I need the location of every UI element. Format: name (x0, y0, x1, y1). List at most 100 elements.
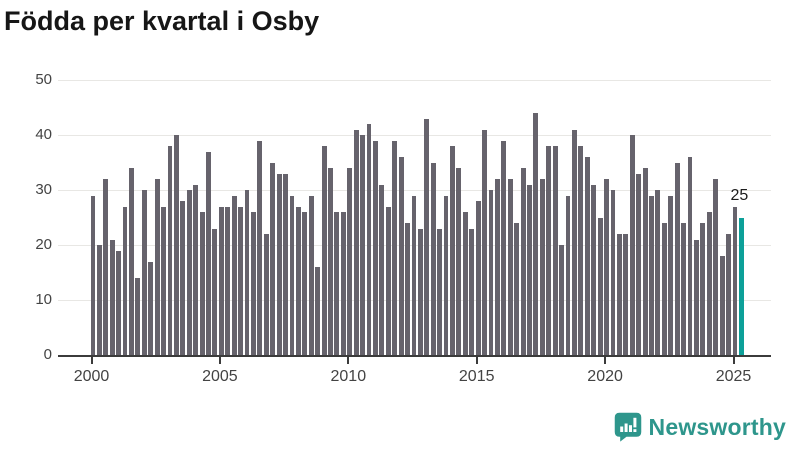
bar-2023-q2 (687, 157, 693, 355)
bar-2013-q4 (443, 195, 449, 355)
y-axis-label-10: 10 (35, 291, 52, 308)
bar-2013-q1 (424, 118, 430, 355)
bar-2019-q2 (584, 157, 590, 355)
bar-2003-q1 (167, 146, 173, 355)
bar-2016-q4 (520, 168, 526, 355)
bar-2018-q1 (552, 146, 558, 355)
bar-2020-q4 (623, 234, 629, 355)
bar-2017-q4 (546, 146, 552, 355)
bar-2024-q3 (719, 256, 725, 355)
bar-2007-q1 (270, 162, 276, 355)
x-tick-2020 (604, 357, 607, 364)
bar-2005-q2 (225, 206, 231, 355)
bar-2000-q2 (96, 245, 102, 355)
bar-2016-q3 (514, 223, 520, 355)
bar-2023-q3 (693, 239, 699, 355)
bar-2006-q2 (251, 212, 256, 355)
bar-2010-q1 (347, 168, 353, 355)
y-axis-label-50: 50 (35, 71, 52, 88)
bar-2017-q3 (539, 179, 545, 355)
gridline-y-40 (58, 134, 771, 136)
bar-2016-q1 (501, 140, 507, 355)
bar-2014-q2 (456, 168, 462, 355)
bar-2009-q3 (334, 212, 340, 355)
bar-2005-q3 (231, 195, 237, 355)
bar-2011-q1 (372, 140, 378, 355)
x-tick-2000 (90, 357, 93, 364)
bar-2001-q3 (129, 168, 134, 355)
bar-2024-q2 (713, 179, 719, 355)
bar-2011-q2 (379, 184, 385, 355)
bar-2012-q1 (398, 157, 404, 355)
bar-2008-q4 (315, 267, 321, 355)
x-axis-label-2020: 2020 (587, 368, 623, 385)
bar-2021-q3 (642, 168, 648, 355)
bar-2015-q4 (494, 179, 500, 355)
bar-2002-q3 (154, 179, 160, 355)
bar-2007-q4 (289, 195, 295, 355)
bar-2000-q4 (109, 239, 115, 355)
y-axis-label-40: 40 (35, 126, 52, 143)
bar-2013-q2 (430, 162, 436, 355)
bar-2025-q2 (738, 217, 744, 355)
bar-2016-q2 (507, 179, 513, 355)
x-axis-label-2010: 2010 (330, 368, 367, 385)
bar-2014-q4 (469, 228, 475, 355)
x-tick-2015 (475, 357, 478, 364)
bar-2011-q3 (385, 206, 391, 355)
bar-2003-q4 (186, 190, 192, 355)
x-axis-line (58, 355, 771, 357)
bar-2014-q3 (462, 212, 468, 355)
bar-2019-q4 (597, 217, 603, 355)
bar-2000-q1 (90, 195, 96, 355)
bar-2023-q1 (681, 223, 687, 355)
bar-2005-q4 (238, 206, 244, 355)
bar-2022-q3 (668, 195, 674, 355)
bar-2019-q1 (578, 146, 584, 355)
bar-2009-q4 (340, 212, 346, 355)
bar-2004-q2 (199, 212, 205, 355)
bar-2001-q4 (135, 278, 141, 355)
bar-2023-q4 (700, 223, 706, 355)
highlight-value-label: 25 (730, 186, 749, 204)
bar-2010-q4 (366, 124, 372, 355)
bar-2015-q2 (482, 129, 487, 355)
bar-2000-q3 (103, 179, 109, 355)
bar-2010-q2 (353, 129, 359, 355)
bar-2022-q4 (674, 162, 680, 355)
bar-2004-q1 (193, 184, 199, 355)
bar-2003-q3 (180, 201, 186, 355)
bar-2011-q4 (392, 140, 398, 355)
newsworthy-logo: Newsworthy (614, 412, 786, 442)
x-axis-label-2015: 2015 (458, 368, 495, 385)
bar-2015-q1 (475, 201, 481, 355)
bar-2021-q1 (629, 135, 635, 355)
bar-2024-q4 (726, 234, 731, 355)
bar-2012-q4 (417, 228, 423, 355)
x-tick-2010 (347, 357, 350, 364)
bar-2001-q2 (122, 206, 128, 355)
newsworthy-logo-text: Newsworthy (648, 413, 786, 440)
x-axis-label-2025: 2025 (715, 368, 752, 385)
bar-2007-q3 (283, 173, 288, 355)
bar-2018-q2 (559, 245, 565, 355)
y-axis-label-30: 30 (35, 181, 52, 198)
bar-2008-q3 (308, 195, 314, 355)
bar-2002-q2 (148, 261, 154, 355)
bar-2019-q3 (591, 184, 597, 355)
bar-2004-q4 (212, 228, 218, 355)
bar-2004-q3 (206, 151, 211, 355)
x-axis-label-2005: 2005 (202, 368, 238, 385)
gridline-y-50 (58, 79, 771, 81)
bar-2006-q4 (263, 234, 269, 355)
bar-2009-q1 (321, 146, 327, 355)
bar-2002-q4 (161, 206, 166, 355)
bar-2006-q1 (244, 190, 250, 355)
bar-2022-q2 (661, 223, 667, 355)
bar-2017-q1 (527, 184, 532, 355)
bar-2009-q2 (328, 168, 333, 355)
bar-2018-q3 (565, 195, 571, 355)
bar-2015-q3 (488, 190, 494, 355)
bar-2013-q3 (437, 228, 443, 355)
